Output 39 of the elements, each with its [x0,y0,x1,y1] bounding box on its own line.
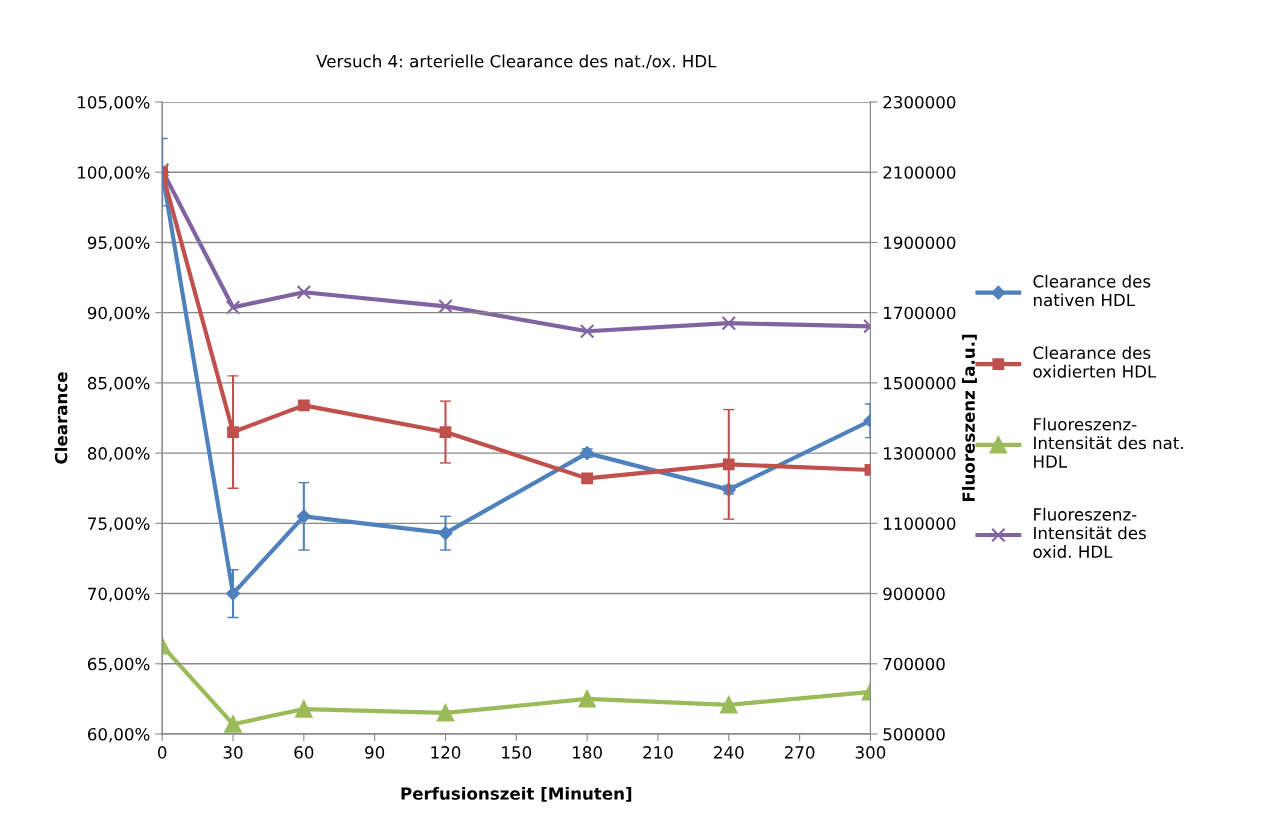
x-tick-label: 150 [502,746,532,759]
y-tick-label: 90,00% [87,306,150,321]
x-tick-label: 300 [855,746,886,759]
x-tick-label: 210 [643,746,673,759]
y2-tick-label: 1500000 [884,376,956,390]
x-tick-label: 30 [223,746,243,759]
y-tick-label: 100,00% [78,166,150,181]
y-tick-label: 80,00% [87,447,150,462]
y-tick-label: 70,00% [88,587,150,602]
x-tick-label: 180 [573,746,602,759]
legend-label: Fluoreszenz- Intensität des oxid. HDL [1033,507,1146,559]
y-tick-label: 95,00% [87,236,150,251]
y2-tick-label: 1900000 [884,236,956,250]
legend-label: Clearance des oxidierten HDL [1033,346,1157,378]
y-tick-label: 75,00% [88,517,150,532]
chart-title: Versuch 4: arterielle Clearance des nat./ox. HDL [316,54,717,69]
x-tick-label: 0 [157,746,167,759]
legend-label: Fluoreszenz- Intensität des nat. HDL [1034,417,1183,468]
y-tick-label: 60,00% [87,727,150,743]
legend-label: Clearance des nativen HDL [1033,274,1151,307]
y2-tick-label: 1100000 [884,517,956,530]
y-tick-label: 65,00% [87,657,150,673]
y2-tick-label: 700000 [883,657,945,671]
y2-tick-label: 1300000 [884,447,956,460]
x-axis-title: Perfusionszeit [Minuten] [401,786,632,802]
x-tick-label: 90 [365,746,385,759]
y2-tick-label: 1700000 [884,306,956,320]
y2-tick-label: 2300000 [883,95,956,109]
y2-tick-label: 2100000 [883,166,956,179]
x-tick-label: 240 [714,746,744,759]
y-tick-label: 85,00% [87,376,150,392]
x-tick-label: 60 [294,746,314,759]
y2-tick-label: 900000 [883,587,945,601]
y-axis-title: Clearance [54,372,68,464]
y-tick-label: 105,00% [78,95,150,111]
y2-tick-label: 500000 [883,727,945,741]
x-tick-label: 270 [784,746,815,759]
y2-axis-title: Fluoreszenz [a.u.] [962,334,977,502]
x-tick-label: 120 [431,746,461,759]
